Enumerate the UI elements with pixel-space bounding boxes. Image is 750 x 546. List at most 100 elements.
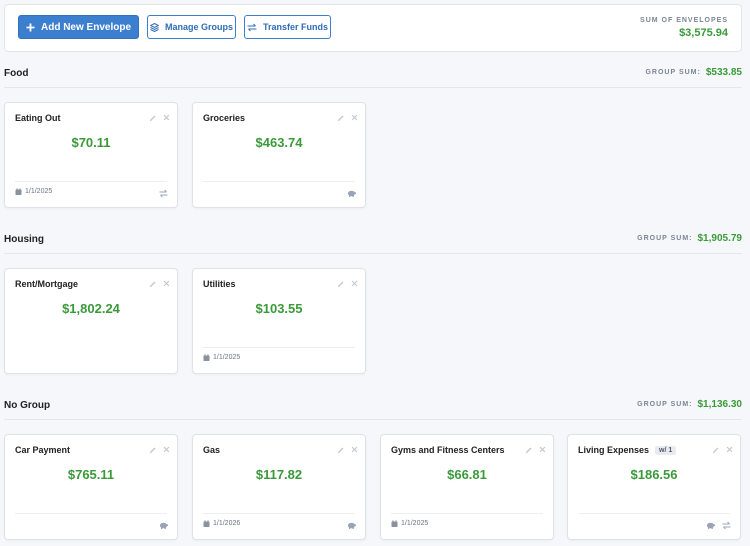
- piggy-bank-icon[interactable]: [159, 521, 168, 530]
- date-text: 1/1/2025: [401, 520, 429, 527]
- envelope-card[interactable]: Gyms and Fitness Centers $66.81 1/1/2025: [380, 434, 554, 540]
- envelope-name: Gas: [203, 445, 221, 455]
- group-name: Housing: [4, 234, 44, 245]
- envelope-badge: w/ 1: [655, 445, 677, 455]
- edit-icon[interactable]: [149, 114, 157, 122]
- envelope-date: 1/1/2025: [15, 188, 52, 195]
- toolbar: Add New Envelope Manage Groups Transfer …: [4, 4, 742, 52]
- envelope-amount: $66.81: [447, 467, 487, 482]
- group-divider: [4, 87, 742, 88]
- edit-icon[interactable]: [149, 446, 157, 454]
- envelope-title: Groceries: [203, 113, 245, 123]
- envelope-amount: $117.82: [255, 467, 303, 482]
- calendar-icon: [391, 520, 398, 527]
- group-divider: [4, 419, 742, 420]
- envelope-name: Gyms and Fitness Centers: [391, 445, 505, 455]
- envelope-title: Utilities: [203, 279, 236, 289]
- envelope-title: Gyms and Fitness Centers: [391, 445, 505, 455]
- envelope-title: Eating Out: [15, 113, 61, 123]
- group-divider: [4, 253, 742, 254]
- envelope-card[interactable]: Living Expenses w/ 1 $186.56: [567, 434, 741, 540]
- envelope-card[interactable]: Groceries $463.74: [192, 102, 366, 208]
- delete-icon[interactable]: [163, 280, 170, 287]
- group-sum-label: GROUP SUM:: [637, 235, 693, 242]
- envelope-card[interactable]: Car Payment $765.11: [4, 434, 178, 540]
- envelope-name: Eating Out: [15, 113, 61, 123]
- group-sum-label: GROUP SUM:: [645, 69, 701, 76]
- envelope-title: Living Expenses w/ 1: [578, 445, 677, 455]
- group-sum: GROUP SUM: $533.85: [645, 67, 742, 78]
- transfer-icon: [247, 23, 257, 31]
- envelope-name: Living Expenses: [578, 445, 650, 455]
- piggy-bank-icon[interactable]: [706, 521, 715, 530]
- total-sum: $3,575.94: [679, 27, 728, 39]
- group-name: Food: [4, 68, 29, 79]
- group-sum-label: GROUP SUM:: [637, 401, 693, 408]
- envelope-title: Car Payment: [15, 445, 70, 455]
- envelope-date: 1/1/2026: [203, 520, 240, 527]
- calendar-icon: [203, 520, 210, 527]
- envelope-card[interactable]: Gas $117.82 1/1/2026: [192, 434, 366, 540]
- edit-icon[interactable]: [337, 114, 345, 122]
- envelope-date: 1/1/2025: [203, 354, 240, 361]
- calendar-icon: [15, 188, 22, 195]
- envelope-title: Gas: [203, 445, 220, 455]
- envelope-name: Rent/Mortgage: [15, 279, 78, 289]
- group-sum-value: $1,905.79: [697, 233, 743, 244]
- manage-groups-button[interactable]: Manage Groups: [147, 15, 236, 39]
- group-sum-value: $1,136.30: [697, 399, 743, 410]
- date-text: 1/1/2025: [25, 188, 53, 195]
- piggy-bank-icon[interactable]: [347, 189, 356, 198]
- edit-icon[interactable]: [337, 446, 345, 454]
- delete-icon[interactable]: [163, 446, 170, 453]
- transfer-icon[interactable]: [159, 189, 168, 198]
- group-sum: GROUP SUM: $1,905.79: [637, 233, 742, 244]
- total-label: SUM OF ENVELOPES: [640, 17, 728, 24]
- envelope-name: Car Payment: [15, 445, 71, 455]
- transfer-funds-button[interactable]: Transfer Funds: [244, 15, 331, 39]
- footer-divider: [15, 513, 167, 514]
- delete-icon[interactable]: [351, 280, 358, 287]
- piggy-bank-icon[interactable]: [347, 521, 356, 530]
- button-label: Transfer Funds: [262, 22, 328, 32]
- envelope-name: Utilities: [203, 279, 236, 289]
- envelope-amount: $186.56: [630, 467, 678, 482]
- edit-icon[interactable]: [149, 280, 157, 288]
- envelope-card[interactable]: Eating Out $70.11 1/1/2025: [4, 102, 178, 208]
- footer-divider: [203, 513, 355, 514]
- date-text: 1/1/2026: [213, 520, 241, 527]
- envelope-name: Groceries: [203, 113, 246, 123]
- envelope-title: Rent/Mortgage: [15, 279, 78, 289]
- envelope-card[interactable]: Utilities $103.55 1/1/2025: [192, 268, 366, 374]
- button-label: Manage Groups: [164, 22, 233, 32]
- delete-icon[interactable]: [539, 446, 546, 453]
- footer-divider: [203, 347, 355, 348]
- edit-icon[interactable]: [337, 280, 345, 288]
- date-text: 1/1/2025: [213, 354, 241, 361]
- envelope-amount: $70.11: [71, 135, 111, 150]
- edit-icon[interactable]: [712, 446, 720, 454]
- transfer-icon[interactable]: [722, 521, 731, 530]
- layers-icon: [149, 22, 159, 32]
- delete-icon[interactable]: [163, 114, 170, 121]
- add-envelope-button[interactable]: Add New Envelope: [18, 15, 139, 39]
- envelope-amount: $463.74: [255, 135, 303, 150]
- delete-icon[interactable]: [351, 446, 358, 453]
- group-name: No Group: [4, 400, 51, 411]
- edit-icon[interactable]: [525, 446, 533, 454]
- group-sum-value: $533.85: [705, 67, 742, 78]
- plus-icon: [26, 23, 35, 31]
- envelope-card[interactable]: Rent/Mortgage $1,802.24: [4, 268, 178, 374]
- delete-icon[interactable]: [726, 446, 733, 453]
- footer-divider: [391, 513, 543, 514]
- envelope-amount: $765.11: [67, 467, 115, 482]
- calendar-icon: [203, 354, 210, 361]
- button-label: Add New Envelope: [40, 21, 131, 33]
- delete-icon[interactable]: [351, 114, 358, 121]
- envelope-date: 1/1/2025: [391, 520, 428, 527]
- footer-divider: [15, 181, 167, 182]
- group-sum: GROUP SUM: $1,136.30: [637, 399, 742, 410]
- envelope-amount: $103.55: [255, 301, 303, 316]
- footer-divider: [203, 181, 355, 182]
